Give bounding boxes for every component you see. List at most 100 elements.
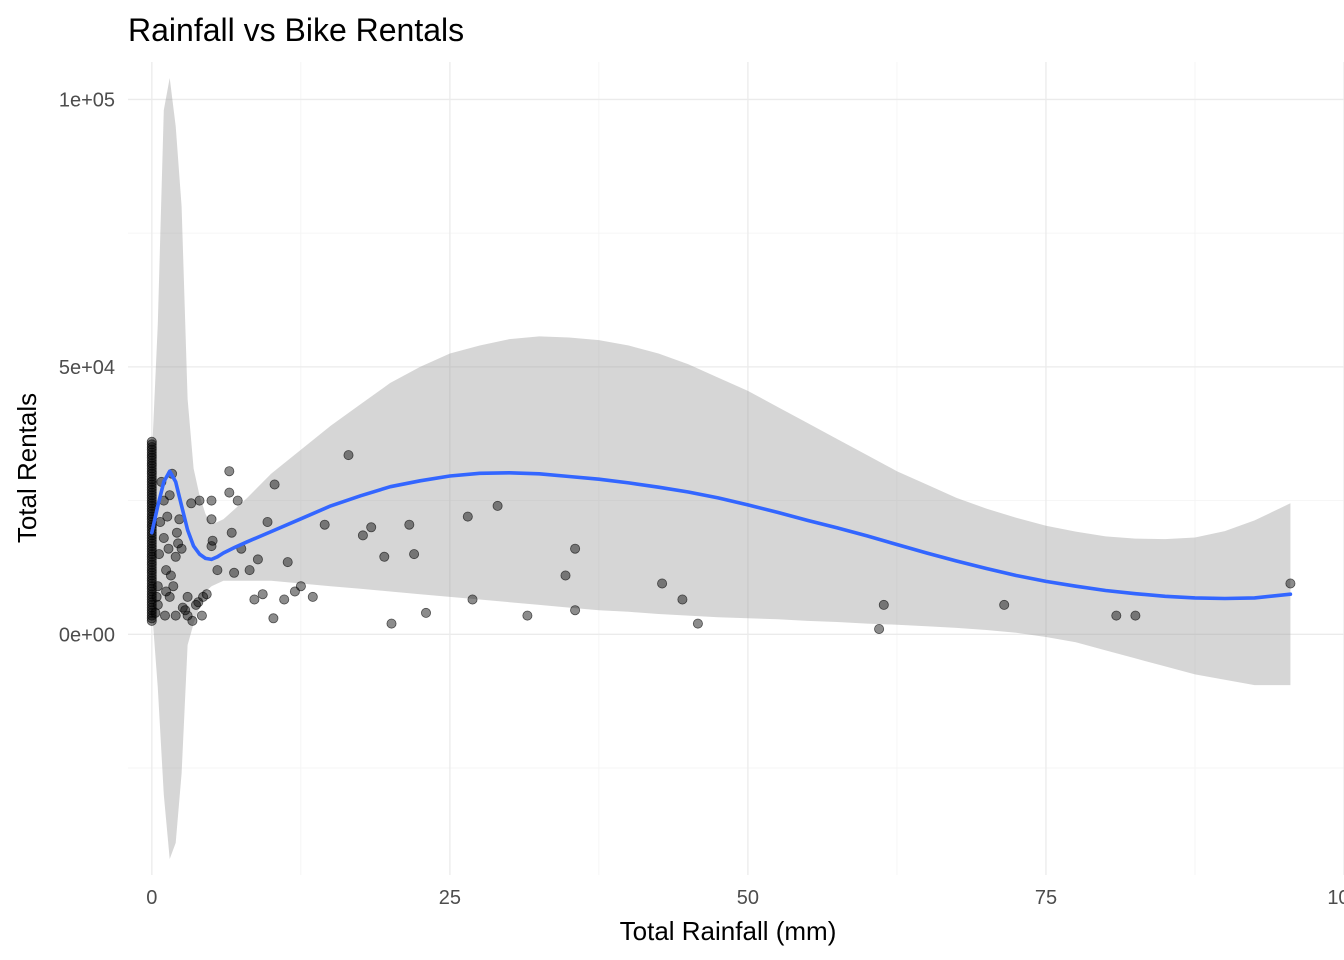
data-point-111 (224, 466, 235, 477)
data-point-133 (386, 618, 397, 629)
data-point-122 (269, 479, 280, 490)
data-point-14 (146, 578, 157, 589)
major-gridlines (128, 62, 1344, 875)
data-point-10 (146, 589, 157, 600)
data-point-97 (186, 498, 197, 509)
data-point-52 (146, 476, 157, 487)
data-point-114 (232, 495, 243, 506)
data-point-61 (146, 452, 157, 463)
data-point-29 (146, 538, 157, 549)
data-point-58 (146, 460, 157, 471)
data-point-23 (146, 554, 157, 565)
data-point-131 (366, 522, 377, 533)
data-point-80 (162, 511, 173, 522)
data-point-101 (194, 495, 205, 506)
data-point-78 (161, 586, 172, 597)
data-point-123 (279, 594, 290, 605)
data-point-21 (146, 559, 157, 570)
data-point-152 (1285, 578, 1296, 589)
data-point-67 (146, 436, 157, 447)
data-point-56 (146, 466, 157, 477)
data-point-118 (252, 554, 263, 565)
data-point-147 (874, 624, 885, 635)
data-point-72 (153, 549, 164, 560)
data-point-142 (570, 543, 581, 554)
y-axis-tick-labels: 0e+00 5e+04 1e+05 (59, 89, 115, 646)
data-point-98 (187, 615, 198, 626)
data-point-146 (692, 618, 703, 629)
data-point-77 (159, 610, 170, 621)
data-point-18 (146, 567, 157, 578)
data-point-16 (146, 573, 157, 584)
data-point-90 (173, 538, 184, 549)
data-point-112 (226, 527, 237, 538)
data-point-124 (282, 557, 293, 568)
data-point-140 (522, 610, 533, 621)
x-axis-title: Total Rainfall (mm) (620, 916, 837, 946)
data-point-12 (146, 583, 157, 594)
confidence-ribbon (151, 78, 1291, 859)
data-point-25 (146, 549, 157, 560)
data-point-46 (146, 492, 157, 503)
data-point-145 (677, 594, 688, 605)
data-point-62 (146, 450, 157, 461)
data-point-22 (146, 557, 157, 568)
data-point-150 (1111, 610, 1122, 621)
data-point-20 (146, 562, 157, 573)
data-point-59 (146, 458, 157, 469)
data-point-1 (146, 613, 157, 624)
x-tick-label-4: 100 (1327, 887, 1344, 909)
data-point-132 (379, 551, 390, 562)
data-point-120 (262, 517, 273, 528)
data-point-121 (268, 613, 279, 624)
data-point-50 (146, 482, 157, 493)
data-point-44 (146, 498, 157, 509)
data-point-151 (1130, 610, 1141, 621)
data-point-71 (152, 581, 163, 592)
data-point-55 (146, 468, 157, 479)
data-point-102 (196, 610, 207, 621)
data-point-126 (295, 581, 306, 592)
data-point-30 (146, 535, 157, 546)
data-point-54 (146, 471, 157, 482)
data-point-106 (206, 495, 217, 506)
smooth-trend-line (150, 469, 1293, 601)
x-axis-tick-labels: 0 25 50 75 100 (146, 887, 1344, 909)
data-point-66 (146, 439, 157, 450)
data-point-84 (165, 570, 176, 581)
data-point-113 (229, 567, 240, 578)
chart-title: Rainfall vs Bike Rentals (128, 12, 464, 48)
data-point-127 (307, 591, 318, 602)
data-point-69 (151, 591, 162, 602)
data-point-117 (249, 594, 260, 605)
data-point-136 (420, 607, 431, 618)
data-point-116 (244, 565, 255, 576)
data-point-105 (206, 514, 217, 525)
y-axis-title: Total Rentals (12, 393, 42, 543)
data-point-148 (878, 599, 889, 610)
data-point-135 (409, 549, 420, 560)
data-point-137 (462, 511, 473, 522)
data-point-82 (164, 591, 175, 602)
data-point-60 (146, 455, 157, 466)
data-point-94 (180, 605, 191, 616)
data-point-28 (146, 541, 157, 552)
data-point-138 (467, 594, 478, 605)
data-point-49 (146, 484, 157, 495)
data-point-134 (404, 519, 415, 530)
x-tick-label-0: 0 (146, 887, 157, 909)
data-point-144 (657, 578, 668, 589)
data-point-68 (150, 607, 161, 618)
data-point-92 (176, 543, 187, 554)
x-tick-label-2: 50 (737, 887, 759, 909)
data-point-128 (319, 519, 330, 530)
data-point-3 (146, 607, 157, 618)
data-point-129 (343, 450, 354, 461)
data-point-51 (146, 479, 157, 490)
data-point-65 (146, 442, 157, 453)
y-tick-label-2: 1e+05 (59, 89, 115, 111)
data-point-139 (492, 500, 503, 511)
data-point-95 (182, 591, 193, 602)
